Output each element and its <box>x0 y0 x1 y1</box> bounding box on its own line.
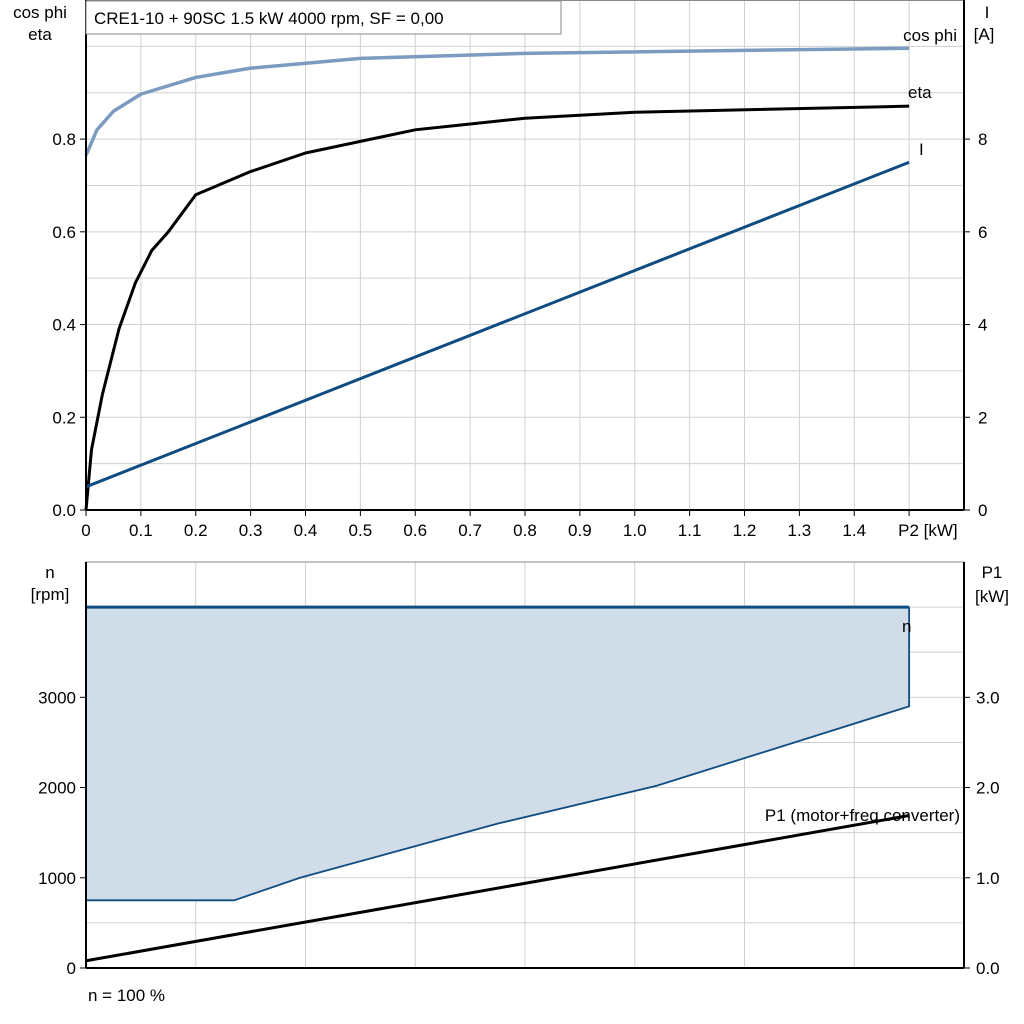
series-label-n: n <box>902 617 911 636</box>
y-left-label: cos phi <box>13 3 67 22</box>
y-right-tick-label: 2.0 <box>976 779 1000 798</box>
series-label-eta: eta <box>908 83 932 102</box>
x-tick-label: 1.1 <box>678 521 702 540</box>
x-tick-label: 0.5 <box>349 521 373 540</box>
y-tick-label: 1000 <box>38 869 76 888</box>
series-label-P1: P1 (motor+freq.converter) <box>765 806 960 825</box>
x-tick-label: 1.4 <box>842 521 866 540</box>
y-left-label: eta <box>28 25 52 44</box>
y-tick-label: 0.6 <box>52 223 76 242</box>
n-area <box>86 607 910 901</box>
y-right-tick-label: 2 <box>978 408 987 427</box>
chart-marks <box>84 46 911 963</box>
y-tick-label: 3000 <box>38 688 76 707</box>
y-right-label: [kW] <box>975 587 1009 606</box>
y-right-tick-label: 6 <box>978 223 987 242</box>
title-box: CRE1-10 + 90SC 1.5 kW 4000 rpm, SF = 0,0… <box>85 0 562 35</box>
x-tick-label: 0 <box>81 521 90 540</box>
y-tick-label: 0.8 <box>52 130 76 149</box>
x-tick-label: 0.9 <box>568 521 592 540</box>
x-tick-label: 1.3 <box>788 521 812 540</box>
n-lower-line <box>86 607 911 902</box>
series-line-I <box>85 160 910 489</box>
x-tick-label: 0.7 <box>458 521 482 540</box>
y-tick-label: 2000 <box>38 779 76 798</box>
y-right-tick-label: 0 <box>978 501 987 520</box>
footer-note: n = 100 % <box>88 986 165 1005</box>
y-right-tick-label: 8 <box>978 130 987 149</box>
y-right-tick-label: 4 <box>978 316 987 335</box>
series-line-eta <box>84 104 910 511</box>
y-left-label: n <box>45 563 54 582</box>
y-left-label: [rpm] <box>31 585 70 604</box>
series-label-cos-phi: cos phi <box>903 26 957 45</box>
x-tick-label: 0.8 <box>513 521 537 540</box>
y-right-tick-label: 0.0 <box>976 959 1000 978</box>
series-line-cos-phi <box>84 46 910 157</box>
x-tick-label: 0.4 <box>294 521 318 540</box>
x-axis-label: P2 [kW] <box>898 521 958 540</box>
y-right-label: I <box>985 3 990 22</box>
y-right-tick-label: 1.0 <box>976 869 1000 888</box>
y-tick-label: 0 <box>67 959 76 978</box>
x-tick-label: 0.3 <box>239 521 263 540</box>
x-tick-label: 0.2 <box>184 521 208 540</box>
chart-title: CRE1-10 + 90SC 1.5 kW 4000 rpm, SF = 0,0… <box>94 9 444 28</box>
y-right-label: [A] <box>974 25 995 44</box>
x-tick-label: 0.6 <box>403 521 427 540</box>
y-tick-label: 0.4 <box>52 316 76 335</box>
x-tick-label: 1.2 <box>733 521 757 540</box>
chart-labels: 0 0.1 0.2 0.3 0.4 0.5 0.6 0.7 0.8 0.9 1.0 1.1 1.2 1.3… <box>13 3 1009 1005</box>
y-tick-label: 0.0 <box>52 501 76 520</box>
x-tick-label: 1.0 <box>623 521 647 540</box>
y-right-tick-label: 3.0 <box>976 688 1000 707</box>
y-tick-label: 0.2 <box>52 408 76 427</box>
x-tick-label: 0.1 <box>129 521 153 540</box>
top-grid <box>86 0 964 510</box>
y-right-label: P1 <box>982 563 1003 582</box>
series-label-I: I <box>919 140 924 159</box>
series-line-P1 <box>85 814 910 963</box>
